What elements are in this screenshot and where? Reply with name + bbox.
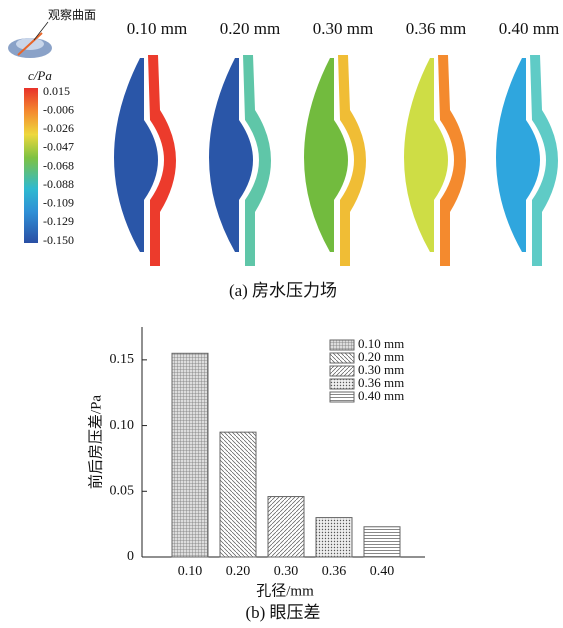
x-tick-label: 0.10	[178, 564, 203, 579]
colorbar-tick-label: -0.129	[43, 214, 74, 228]
legend-swatch	[330, 392, 354, 402]
x-tick-label: 0.20	[226, 564, 251, 579]
inset-label: 观察曲面	[48, 8, 96, 22]
page: 观察曲面 c/Pa (a) 房水压力场 前后房压差/Pa 孔径/mm (b) 眼…	[0, 0, 563, 628]
colorbar	[24, 88, 38, 243]
colorbar-tick-label: -0.109	[43, 196, 74, 210]
y-tick-label: 0	[127, 549, 134, 564]
x-tick-label: 0.40	[370, 564, 395, 579]
legend-swatch	[330, 366, 354, 376]
caption-a: (a) 房水压力场	[229, 281, 337, 300]
figure: 观察曲面 c/Pa (a) 房水压力场 前后房压差/Pa 孔径/mm (b) 眼…	[0, 0, 563, 628]
legend-swatch	[330, 353, 354, 363]
bar	[268, 497, 304, 557]
y-tick-label: 0.15	[110, 352, 135, 367]
legend-label: 0.40 mm	[358, 388, 404, 403]
column-label: 0.40 mm	[499, 19, 559, 38]
legend-swatch	[330, 340, 354, 350]
bar	[172, 353, 208, 557]
legend-swatch	[330, 379, 354, 389]
y-tick-label: 0.05	[110, 484, 135, 499]
inset-pointer	[34, 22, 48, 40]
colorbar-tick-label: -0.150	[43, 233, 74, 247]
colorbar-title: c/Pa	[28, 68, 52, 83]
contour-panel	[114, 55, 176, 266]
contour-panel	[304, 55, 366, 266]
x-axis-title: 孔径/mm	[256, 582, 314, 599]
column-label: 0.20 mm	[220, 19, 280, 38]
contour-panel	[496, 55, 558, 266]
x-tick-label: 0.30	[274, 564, 299, 579]
column-label: 0.36 mm	[406, 19, 466, 38]
column-label: 0.10 mm	[127, 19, 187, 38]
colorbar-tick-label: 0.015	[43, 84, 70, 98]
bar	[220, 432, 256, 557]
bar	[364, 527, 400, 557]
x-tick-label: 0.36	[322, 564, 347, 579]
bar	[316, 518, 352, 557]
contour-panel	[209, 55, 271, 266]
colorbar-tick-label: -0.088	[43, 177, 74, 191]
column-label: 0.30 mm	[313, 19, 373, 38]
y-axis-title: 前后房压差/Pa	[87, 395, 104, 490]
colorbar-tick-label: -0.047	[43, 140, 74, 154]
colorbar-tick-label: -0.068	[43, 158, 74, 172]
caption-b: (b) 眼压差	[245, 603, 320, 622]
y-tick-label: 0.10	[110, 418, 135, 433]
contour-panel	[404, 55, 466, 266]
colorbar-tick-label: -0.006	[43, 102, 74, 116]
colorbar-tick-label: -0.026	[43, 121, 74, 135]
